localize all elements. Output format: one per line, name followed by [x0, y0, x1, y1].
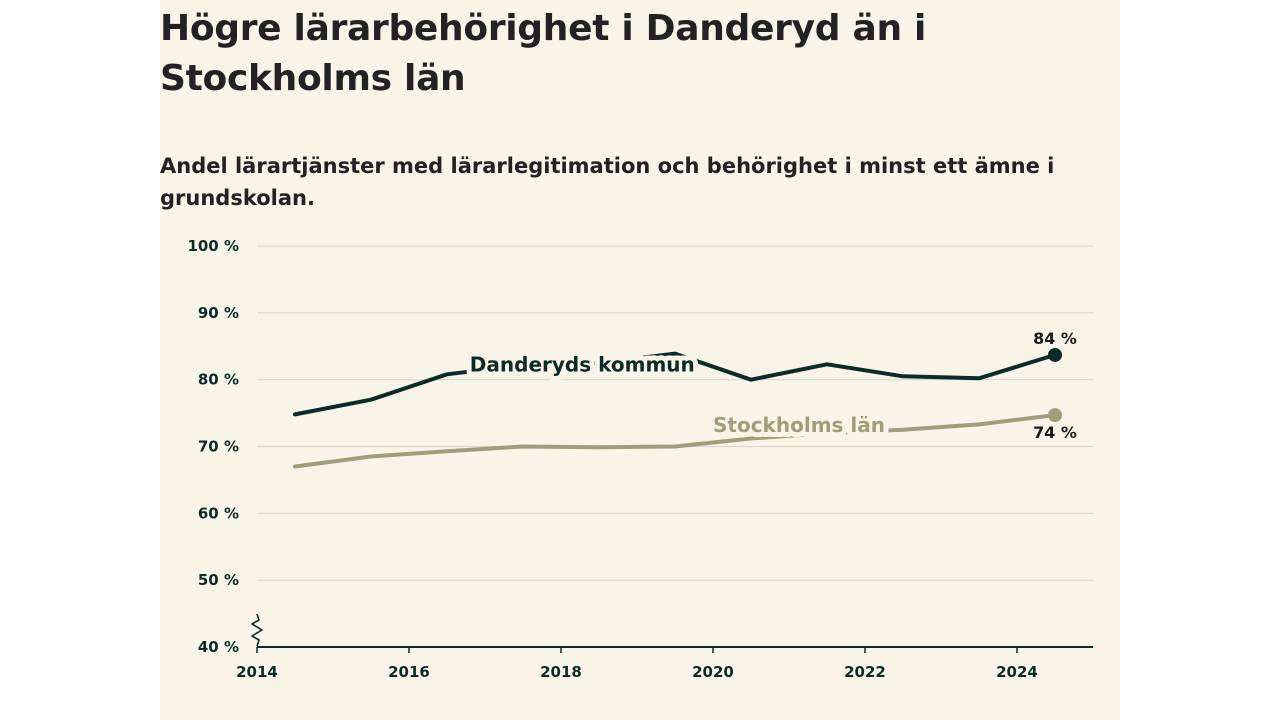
x-axis — [251, 613, 1093, 653]
series-labels: Danderyds kommun Stockholms län 84 % 74 % — [465, 329, 1077, 442]
y-tick-label: 70 % — [198, 438, 239, 456]
end-marker-danderyd — [1048, 347, 1062, 362]
x-tick-label: 2024 — [996, 663, 1038, 681]
chart-panel — [160, 0, 1120, 720]
y-tick-label: 80 % — [198, 371, 239, 389]
chart-title: Högre lärarbehörighet i Danderyd än i St… — [160, 8, 927, 99]
end-value-label-stockholm: 74 % — [1033, 423, 1077, 442]
y-tick-label: 100 % — [187, 237, 239, 255]
y-tick-label: 60 % — [198, 504, 239, 522]
series-line-stockholm — [293, 413, 1057, 469]
series-label-danderyd: Danderyds kommun — [470, 353, 695, 377]
y-tick-label: 90 % — [198, 304, 239, 322]
end-marker-stockholm — [1048, 408, 1062, 423]
y-axis-ticks: 40 % 50 % 60 % 70 % 80 % 90 % 100 % — [187, 237, 239, 656]
series-label-stockholm: Stockholms län — [713, 413, 885, 437]
x-tick-label: 2022 — [844, 663, 886, 681]
x-axis-ticks: 2014 2016 2018 2020 2022 2024 — [236, 663, 1038, 681]
y-tick-label: 50 % — [198, 571, 239, 589]
x-tick-label: 2016 — [388, 663, 430, 681]
gridlines — [257, 245, 1093, 581]
series-line-danderyd — [293, 351, 1057, 417]
y-tick-label: 40 % — [198, 638, 239, 656]
x-tick-label: 2020 — [692, 663, 734, 681]
end-value-label-danderyd: 84 % — [1033, 329, 1077, 348]
x-tick-label: 2014 — [236, 663, 278, 681]
x-tick-label: 2018 — [540, 663, 582, 681]
series-lines — [293, 347, 1062, 469]
chart-subtitle: Andel lärartjänster med lärarlegitimatio… — [160, 154, 1055, 210]
axis-break-icon — [251, 613, 263, 647]
